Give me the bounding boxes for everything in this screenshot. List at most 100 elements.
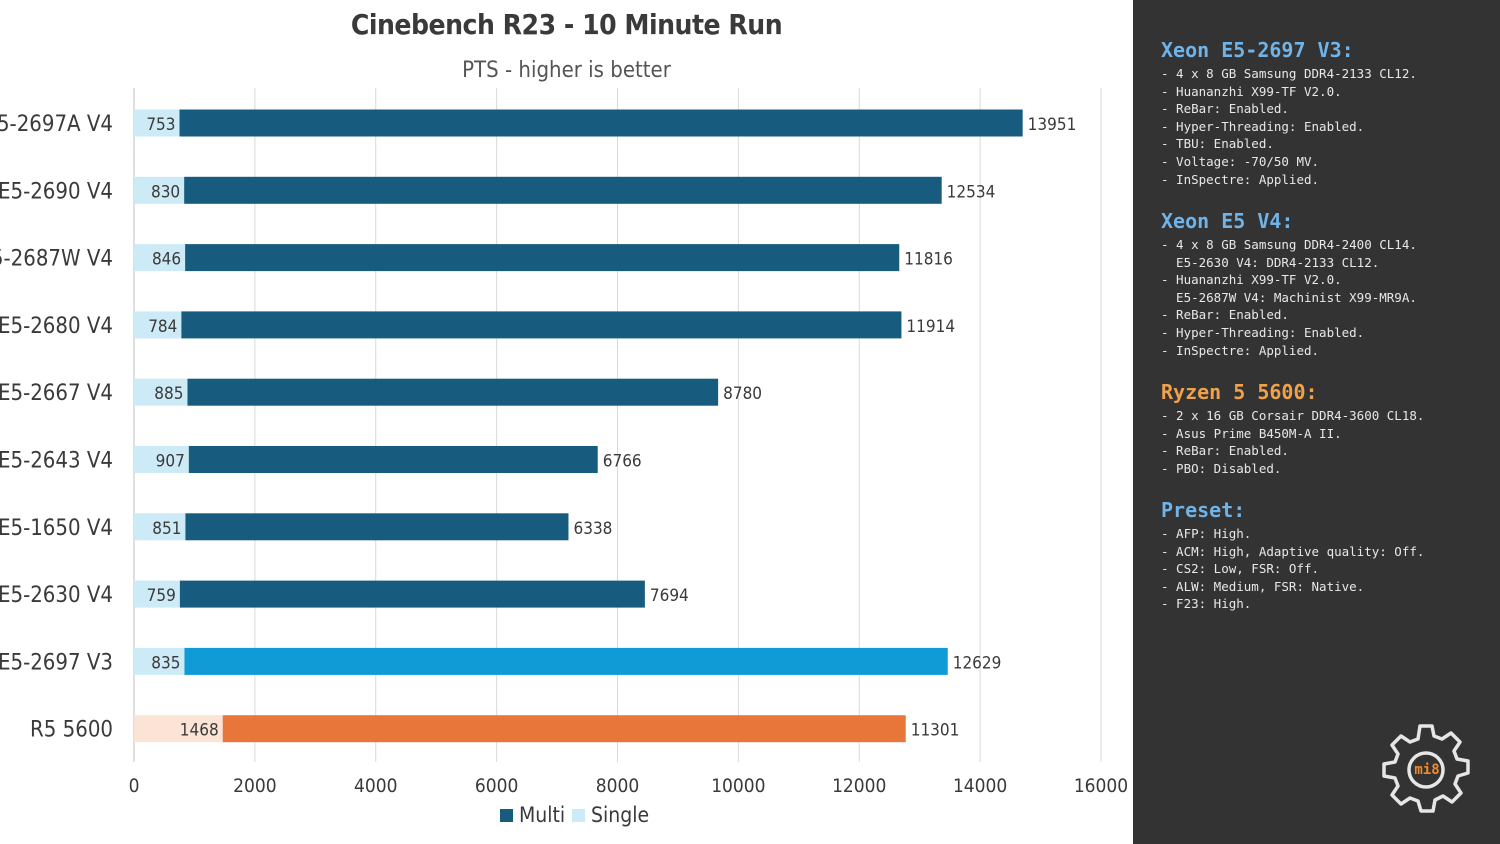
spec-line: - Hyper-Threading: Enabled. [1161, 118, 1365, 134]
data-label-single: 885 [154, 384, 183, 404]
category-label: E5-2697 V3 [0, 650, 113, 675]
spec-line: - PBO: Disabled. [1161, 460, 1282, 476]
bar-single [134, 109, 180, 137]
category-label: E5-1650 V4 [0, 516, 113, 541]
data-label-multi: 8780 [723, 384, 762, 404]
legend-label-multi: Multi [519, 803, 565, 827]
bar-multi [185, 244, 900, 272]
settings-panel: Xeon E5-2697 V3: - 4 x 8 GB Samsung DDR4… [1133, 0, 1500, 844]
bar-single [134, 311, 182, 339]
legend-swatch-single [572, 809, 585, 822]
category-label: E5-2697A V4 [0, 112, 113, 137]
data-label-multi: 6338 [573, 519, 612, 539]
bar-single [134, 580, 180, 608]
spec-line: - Huananzhi X99-TF V2.0. [1161, 83, 1342, 99]
category-label: E5-2690 V4 [0, 179, 113, 204]
spec-line: - Huananzhi X99-TF V2.0. [1161, 272, 1342, 288]
category-label: E5-2643 V4 [0, 449, 113, 474]
spec-line: - InSpectre: Applied. [1161, 171, 1320, 187]
data-label-multi: 12629 [953, 653, 1002, 673]
bar-multi [222, 715, 906, 743]
bar-single [134, 715, 223, 743]
spec-line: - ACM: High, Adaptive quality: Off. [1161, 543, 1425, 559]
spec-line: - ReBar: Enabled. [1161, 443, 1289, 459]
data-label-single: 1468 [180, 721, 219, 741]
section-xeon-v4: Xeon E5 V4: - 4 x 8 GB Samsung DDR4-2400… [1161, 209, 1491, 359]
bar-single [134, 513, 186, 541]
section-xeon-v3: Xeon E5-2697 V3: - 4 x 8 GB Samsung DDR4… [1161, 38, 1491, 188]
bar-single [134, 647, 185, 675]
x-tick-label: 2000 [233, 775, 277, 797]
x-tick-label: 16000 [1074, 775, 1128, 797]
category-label: E5-2687W V4 [0, 247, 113, 272]
spec-line: - Voltage: -70/50 MV. [1161, 153, 1320, 169]
spec-line: E5-2687W V4: Machinist X99-MR9A. [1161, 289, 1417, 305]
section-title: Ryzen 5 5600: [1161, 380, 1318, 404]
x-tick-label: 4000 [354, 775, 398, 797]
spec-line: - ReBar: Enabled. [1161, 101, 1289, 117]
x-tick-label: 14000 [953, 775, 1007, 797]
bar-single [134, 378, 188, 406]
bar-multi [179, 109, 1023, 137]
bar-multi [187, 378, 719, 406]
bar-single [134, 244, 186, 272]
category-label: E5-2667 V4 [0, 381, 113, 406]
spec-line: - 4 x 8 GB Samsung DDR4-2400 CL14. [1161, 237, 1417, 252]
spec-line: E5-2630 V4: DDR4-2133 CL12. [1161, 254, 1380, 270]
data-label-multi: 12534 [947, 182, 996, 202]
spec-line: - Hyper-Threading: Enabled. [1161, 324, 1365, 340]
x-tick-label: 0 [129, 775, 140, 797]
legend-label-single: Single [591, 803, 649, 827]
x-tick-label: 6000 [475, 775, 519, 797]
spec-line: - CS2: Low, FSR: Off. [1161, 561, 1320, 577]
bar-chart: 0 2000 4000 6000 8000 10000 12000 14000 16000 E5-… [0, 88, 1128, 827]
section-title: Xeon E5-2697 V3: [1161, 38, 1354, 62]
x-tick-label: 10000 [711, 775, 765, 797]
chart-title: Cinebench R23 - 10 Minute Run [350, 8, 783, 41]
spec-line: - TBU: Enabled. [1161, 136, 1274, 152]
x-tick-label: 12000 [832, 775, 886, 797]
data-label-single: 830 [151, 182, 180, 202]
data-label-multi: 11816 [904, 250, 953, 270]
spec-line: - InSpectre: Applied. [1161, 342, 1320, 358]
legend-swatch-multi [500, 809, 513, 822]
data-label-multi: 6766 [603, 452, 642, 472]
data-label-single: 835 [151, 653, 180, 673]
gear-logo-icon [1382, 724, 1470, 813]
bar-multi [184, 176, 942, 204]
spec-line: - F23: High. [1161, 596, 1252, 612]
spec-line: - ALW: Medium, FSR: Native. [1161, 578, 1365, 594]
section-ryzen: Ryzen 5 5600: - 2 x 16 GB Corsair DDR4-3… [1161, 380, 1491, 477]
data-label-single: 784 [148, 317, 177, 337]
bar-single [134, 446, 189, 473]
logo-text: mi8 [1414, 762, 1440, 778]
spec-line: - 2 x 16 GB Corsair DDR4-3600 CL18. [1161, 408, 1425, 423]
bar-single [134, 176, 185, 204]
spec-line: - ReBar: Enabled. [1161, 307, 1289, 323]
x-tick-label: 8000 [596, 775, 640, 797]
chart-subtitle: PTS - higher is better [462, 58, 671, 83]
category-label: E5-2630 V4 [0, 583, 113, 608]
section-preset: Preset: - AFP: High. - ACM: High, Adapti… [1161, 498, 1491, 613]
category-label: R5 5600 [30, 718, 113, 743]
spec-line: - Asus Prime B450M-A II. [1161, 425, 1342, 441]
data-label-multi: 7694 [650, 586, 689, 606]
bar-multi [184, 647, 948, 675]
section-title: Preset: [1161, 498, 1246, 522]
bar-multi [181, 311, 902, 339]
data-label-multi: 13951 [1028, 115, 1077, 135]
chart-area: Cinebench R23 - 10 Minute Run PTS - high… [0, 8, 1129, 827]
category-label: E5-2680 V4 [0, 314, 113, 339]
data-label-multi: 11914 [906, 317, 955, 337]
data-label-single: 907 [156, 452, 185, 472]
data-label-single: 846 [152, 250, 181, 270]
bar-multi [185, 513, 569, 541]
spec-line: - AFP: High. [1161, 526, 1252, 541]
data-label-multi: 11301 [911, 721, 960, 741]
bar-multi [179, 580, 645, 608]
data-label-single: 851 [152, 519, 181, 539]
bar-multi [188, 446, 598, 473]
data-label-single: 759 [147, 586, 176, 606]
section-title: Xeon E5 V4: [1161, 209, 1294, 233]
spec-line: - 4 x 8 GB Samsung DDR4-2133 CL12. [1161, 66, 1417, 81]
